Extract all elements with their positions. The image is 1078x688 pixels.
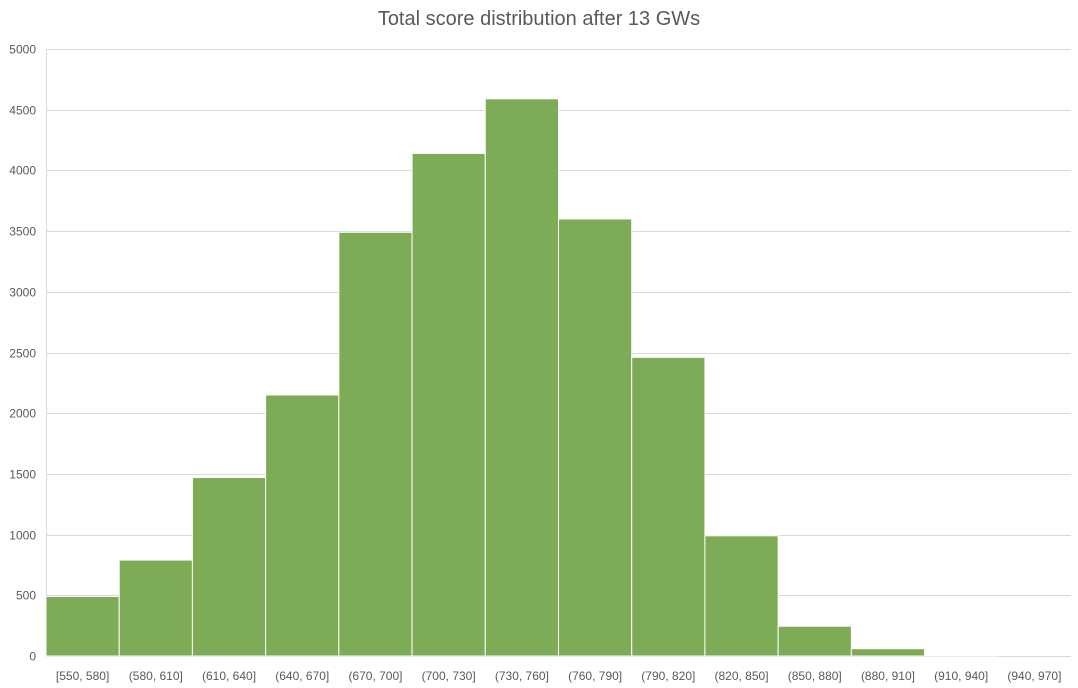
chart-title: Total score distribution after 13 GWs bbox=[377, 8, 701, 30]
y-tick-label: 1000 bbox=[9, 529, 36, 543]
x-tick-label: (670, 700] bbox=[348, 669, 402, 683]
x-tick-label: (700, 730] bbox=[422, 669, 476, 683]
y-tick-label: 4500 bbox=[9, 104, 36, 118]
x-tick-label: (790, 820] bbox=[641, 669, 695, 683]
y-tick-label: 2000 bbox=[9, 407, 36, 421]
bar bbox=[777, 625, 852, 657]
x-tick-label: (610, 640] bbox=[202, 669, 256, 683]
x-tick-label: (730, 760] bbox=[495, 669, 549, 683]
x-tick-label: (820, 850] bbox=[715, 669, 769, 683]
y-tick-label: 500 bbox=[16, 589, 36, 603]
bar bbox=[704, 535, 779, 657]
x-tick-label: (760, 790] bbox=[568, 669, 622, 683]
x-axis-ticks: [550, 580] (580, 610] (610, 640] (640, 670]… bbox=[56, 669, 1062, 683]
bar bbox=[484, 98, 559, 657]
bar bbox=[118, 559, 193, 657]
x-tick-label: [550, 580] bbox=[56, 669, 109, 683]
bar bbox=[265, 394, 340, 657]
x-tick-label: (850, 880] bbox=[788, 669, 842, 683]
y-tick-label: 3000 bbox=[9, 286, 36, 300]
y-axis-ticks: 0 500 1000 1500 2000 2500 3000 3500 4000 4500 5000 bbox=[9, 43, 36, 664]
bar bbox=[924, 654, 999, 657]
bar bbox=[850, 648, 926, 657]
bar bbox=[191, 477, 267, 657]
x-tick-label: (910, 940] bbox=[934, 669, 988, 683]
bar bbox=[338, 231, 413, 657]
y-tick-label: 5000 bbox=[9, 43, 36, 57]
y-tick-label: 2500 bbox=[9, 347, 36, 361]
x-tick-label: (640, 670] bbox=[275, 669, 329, 683]
bar bbox=[631, 356, 706, 657]
y-tick-label: 3500 bbox=[9, 225, 36, 239]
bars bbox=[45, 98, 999, 657]
bar bbox=[558, 218, 633, 657]
y-tick-label: 4000 bbox=[9, 164, 36, 178]
y-tick-label: 1500 bbox=[9, 468, 36, 482]
bar bbox=[411, 152, 486, 657]
x-tick-label: (580, 610] bbox=[129, 669, 183, 683]
bar bbox=[45, 596, 120, 657]
x-tick-label: (880, 910] bbox=[861, 669, 915, 683]
x-tick-label: (940, 970] bbox=[1007, 669, 1061, 683]
y-tick-label: 0 bbox=[29, 650, 36, 664]
